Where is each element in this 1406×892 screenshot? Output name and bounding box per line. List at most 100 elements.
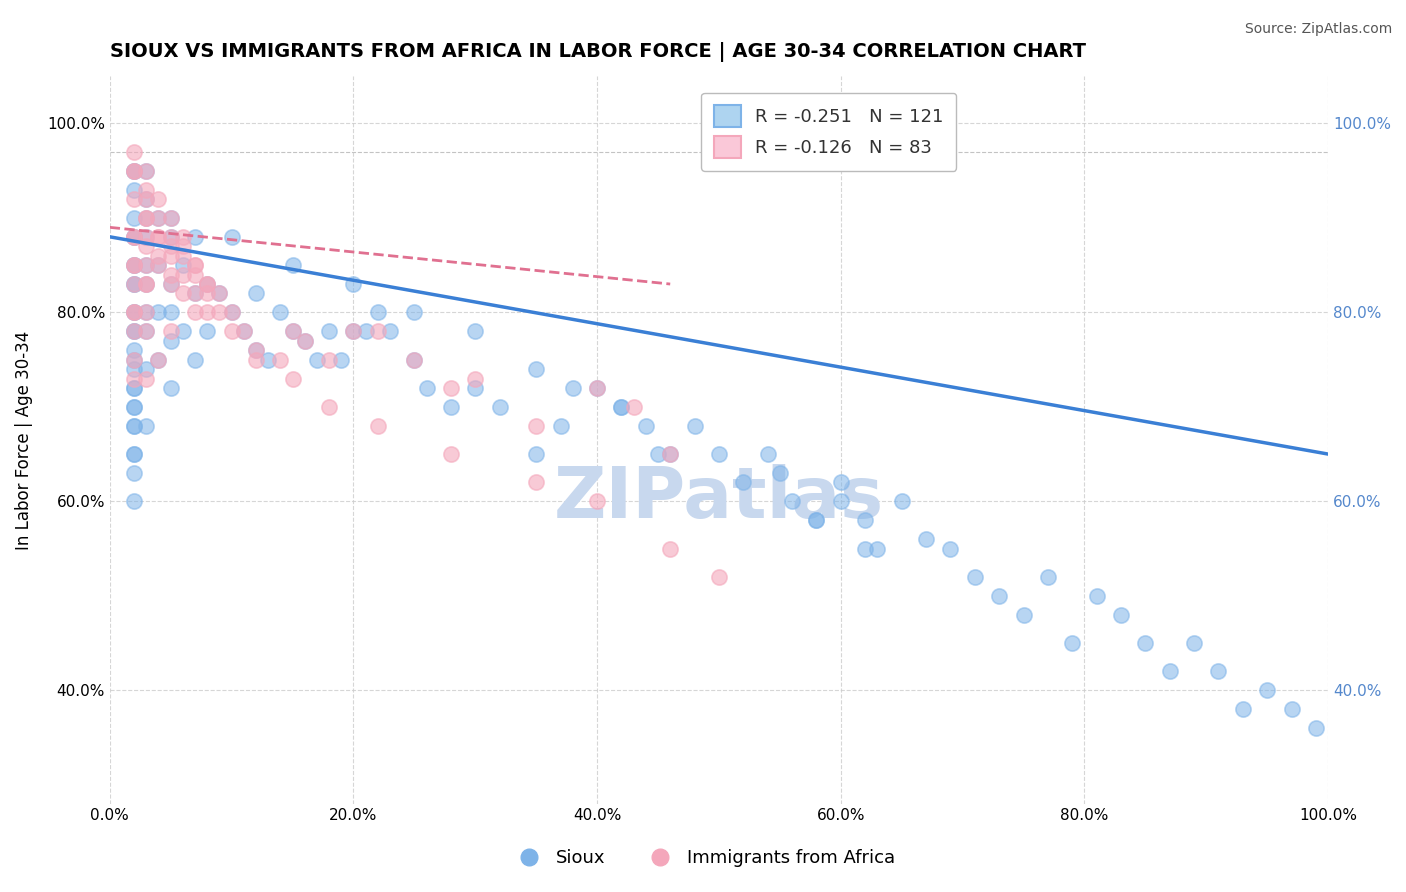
Immigrants from Africa [122, 229, 145, 244]
Sioux [159, 334, 181, 348]
Sioux [122, 277, 145, 291]
Sioux [318, 324, 340, 338]
Legend: Sioux, Immigrants from Africa: Sioux, Immigrants from Africa [503, 842, 903, 874]
Sioux [257, 352, 280, 367]
Sioux [135, 362, 157, 376]
Text: ZIPatlas: ZIPatlas [554, 464, 884, 533]
Immigrants from Africa [135, 277, 157, 291]
Sioux [148, 305, 170, 319]
Sioux [756, 447, 779, 461]
Sioux [184, 229, 207, 244]
Immigrants from Africa [135, 192, 157, 206]
Sioux [404, 305, 426, 319]
Immigrants from Africa [135, 239, 157, 253]
Sioux [853, 513, 876, 527]
Sioux [122, 418, 145, 433]
Immigrants from Africa [269, 352, 291, 367]
Immigrants from Africa [122, 192, 145, 206]
Sioux [122, 381, 145, 395]
Sioux [122, 163, 145, 178]
Immigrants from Africa [135, 258, 157, 272]
Sioux [148, 258, 170, 272]
Sioux [830, 494, 852, 508]
Sioux [294, 334, 316, 348]
Immigrants from Africa [135, 324, 157, 338]
Immigrants from Africa [122, 324, 145, 338]
Immigrants from Africa [367, 418, 389, 433]
Sioux [1256, 683, 1278, 698]
Immigrants from Africa [159, 239, 181, 253]
Immigrants from Africa [195, 286, 218, 301]
Immigrants from Africa [464, 371, 486, 385]
Sioux [159, 277, 181, 291]
Sioux [830, 475, 852, 490]
Sioux [1085, 589, 1108, 603]
Sioux [378, 324, 401, 338]
Sioux [122, 343, 145, 358]
Immigrants from Africa [172, 286, 194, 301]
Sioux [683, 418, 706, 433]
Immigrants from Africa [524, 475, 547, 490]
Immigrants from Africa [245, 343, 267, 358]
Sioux [122, 229, 145, 244]
Sioux [232, 324, 254, 338]
Sioux [806, 513, 828, 527]
Immigrants from Africa [122, 145, 145, 159]
Sioux [415, 381, 437, 395]
Sioux [733, 475, 755, 490]
Immigrants from Africa [159, 324, 181, 338]
Sioux [281, 258, 304, 272]
Immigrants from Africa [159, 229, 181, 244]
Sioux [122, 211, 145, 225]
Immigrants from Africa [135, 371, 157, 385]
Immigrants from Africa [623, 400, 645, 414]
Sioux [806, 513, 828, 527]
Sioux [135, 305, 157, 319]
Sioux [172, 324, 194, 338]
Sioux [464, 381, 486, 395]
Immigrants from Africa [586, 381, 609, 395]
Immigrants from Africa [232, 324, 254, 338]
Sioux [135, 324, 157, 338]
Sioux [122, 362, 145, 376]
Sioux [122, 324, 145, 338]
Immigrants from Africa [122, 163, 145, 178]
Immigrants from Africa [184, 268, 207, 282]
Sioux [769, 466, 792, 480]
Sioux [342, 324, 364, 338]
Sioux [122, 163, 145, 178]
Immigrants from Africa [195, 277, 218, 291]
Immigrants from Africa [342, 324, 364, 338]
Immigrants from Africa [208, 305, 231, 319]
Sioux [464, 324, 486, 338]
Sioux [159, 305, 181, 319]
Immigrants from Africa [122, 258, 145, 272]
Sioux [122, 305, 145, 319]
Immigrants from Africa [281, 324, 304, 338]
Immigrants from Africa [184, 258, 207, 272]
Sioux [659, 447, 682, 461]
Sioux [550, 418, 572, 433]
Sioux [122, 447, 145, 461]
Sioux [1036, 570, 1059, 584]
Sioux [122, 400, 145, 414]
Immigrants from Africa [148, 229, 170, 244]
Immigrants from Africa [148, 258, 170, 272]
Sioux [1281, 702, 1303, 716]
Sioux [122, 183, 145, 197]
Sioux [988, 589, 1011, 603]
Sioux [634, 418, 657, 433]
Sioux [135, 192, 157, 206]
Immigrants from Africa [318, 352, 340, 367]
Sioux [1182, 636, 1205, 650]
Immigrants from Africa [148, 229, 170, 244]
Sioux [148, 352, 170, 367]
Immigrants from Africa [172, 229, 194, 244]
Immigrants from Africa [148, 211, 170, 225]
Immigrants from Africa [159, 268, 181, 282]
Sioux [245, 286, 267, 301]
Immigrants from Africa [659, 447, 682, 461]
Immigrants from Africa [184, 305, 207, 319]
Sioux [1159, 665, 1181, 679]
Immigrants from Africa [440, 447, 463, 461]
